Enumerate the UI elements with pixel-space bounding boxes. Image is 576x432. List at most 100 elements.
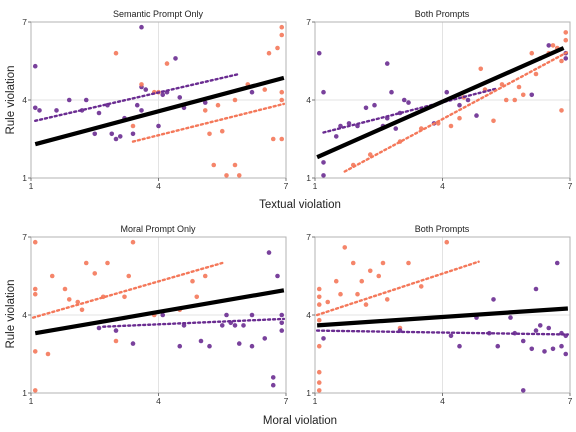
data-point-salmon — [224, 173, 229, 178]
y-tick-label: 7 — [22, 232, 27, 242]
x-tick-label: 7 — [568, 181, 573, 191]
data-point-salmon — [512, 97, 518, 103]
panel-title-semantic: Semantic Prompt Only — [113, 9, 204, 19]
data-point-salmon — [316, 380, 322, 385]
data-point-purple — [321, 173, 326, 178]
data-point-purple — [249, 312, 255, 318]
data-point-salmon — [190, 278, 195, 284]
fit-line-salmon — [131, 102, 286, 143]
data-point-salmon — [279, 24, 285, 30]
data-point-purple — [537, 323, 543, 328]
data-point-purple — [533, 328, 539, 333]
x-tick-label: 1 — [313, 181, 318, 191]
data-point-salmon — [550, 43, 556, 48]
data-point-salmon — [164, 61, 170, 66]
data-point-purple — [262, 336, 268, 341]
data-point-purple — [207, 343, 212, 349]
data-point-salmon — [211, 162, 217, 168]
data-point-salmon — [122, 294, 127, 300]
data-point-purple — [130, 131, 136, 137]
data-point-purple — [520, 388, 526, 393]
fit-line-purple — [34, 72, 241, 123]
data-point-purple — [559, 343, 564, 349]
panel-title-both-bottom: Both Prompts — [415, 224, 470, 234]
x-tick-label: 7 — [284, 181, 289, 191]
data-point-purple — [96, 110, 102, 116]
data-point-purple — [177, 343, 183, 349]
y-tick-label: 4 — [22, 95, 27, 105]
data-point-salmon — [92, 271, 98, 276]
data-point-salmon — [316, 388, 322, 393]
overall-fit-line — [316, 46, 565, 160]
data-point-purple — [321, 160, 326, 165]
data-point-salmon — [113, 338, 119, 344]
data-point-salmon — [279, 136, 285, 142]
data-point-purple — [529, 92, 535, 98]
data-point-purple — [37, 108, 42, 113]
data-point-salmon — [32, 286, 38, 292]
data-point-purple — [457, 343, 462, 349]
y-tick-label: 7 — [22, 17, 27, 27]
data-point-salmon — [503, 97, 509, 103]
data-point-salmon — [215, 102, 221, 108]
y-axis-label-bottom: Rule violation — [5, 279, 17, 348]
data-point-salmon — [316, 369, 322, 375]
data-point-salmon — [563, 37, 569, 43]
panel-title-moral: Moral Prompt Only — [120, 224, 196, 234]
x-axis-label-top: Textual violation — [259, 199, 341, 211]
y-tick-label: 4 — [306, 310, 311, 320]
x-tick-label: 4 — [440, 181, 445, 191]
data-point-purple — [96, 325, 102, 331]
data-point-purple — [143, 87, 149, 92]
data-point-salmon — [325, 299, 331, 305]
data-point-salmon — [448, 123, 454, 129]
data-point-purple — [550, 346, 556, 352]
data-point-purple — [444, 89, 450, 95]
panel-both-bottom: 1 4 7 1 4 7 — [306, 232, 572, 406]
data-point-salmon — [130, 239, 136, 245]
data-point-purple — [333, 134, 339, 139]
data-point-purple — [270, 375, 276, 380]
data-point-purple — [249, 343, 255, 349]
data-point-purple — [139, 24, 144, 30]
panel-semantic: 1 4 7 1 4 7 — [22, 17, 288, 191]
overall-fit-line — [316, 306, 569, 328]
data-point-purple — [266, 250, 272, 255]
data-point-purple — [448, 333, 454, 339]
x-tick-label: 4 — [440, 396, 445, 406]
data-point-purple — [406, 100, 411, 105]
fit-line-salmon — [343, 50, 570, 173]
data-point-salmon — [563, 30, 569, 35]
panel-moral: 1 4 7 1 4 7 — [22, 232, 288, 406]
data-point-salmon — [529, 50, 535, 56]
fit-line-purple — [102, 317, 286, 328]
data-point-salmon — [139, 82, 144, 87]
data-point-purple — [134, 102, 140, 108]
data-point-salmon — [279, 32, 285, 38]
data-point-purple — [533, 286, 539, 292]
data-point-salmon — [406, 260, 411, 266]
overall-fit-line — [34, 288, 285, 336]
x-tick-label: 7 — [284, 396, 289, 406]
y-tick-label: 4 — [22, 310, 27, 320]
data-point-purple — [279, 320, 285, 326]
data-point-salmon — [232, 162, 238, 168]
data-point-purple — [529, 346, 535, 352]
data-point-salmon — [533, 71, 539, 77]
data-point-salmon — [363, 302, 369, 307]
data-point-purple — [66, 97, 72, 103]
data-point-salmon — [350, 260, 356, 266]
data-point-salmon — [279, 89, 285, 95]
panel-both-top: 1 4 7 1 4 7 — [306, 17, 572, 191]
data-point-purple — [321, 89, 326, 95]
data-point-salmon — [113, 50, 119, 56]
data-point-purple — [160, 92, 166, 98]
data-point-salmon — [444, 239, 450, 245]
data-point-salmon — [380, 260, 386, 266]
y-tick-label: 4 — [306, 95, 311, 105]
data-point-salmon — [32, 291, 38, 297]
data-point-purple — [465, 97, 471, 103]
data-point-purple — [279, 328, 285, 333]
data-point-purple — [117, 134, 123, 139]
fit-line-salmon — [315, 260, 480, 317]
